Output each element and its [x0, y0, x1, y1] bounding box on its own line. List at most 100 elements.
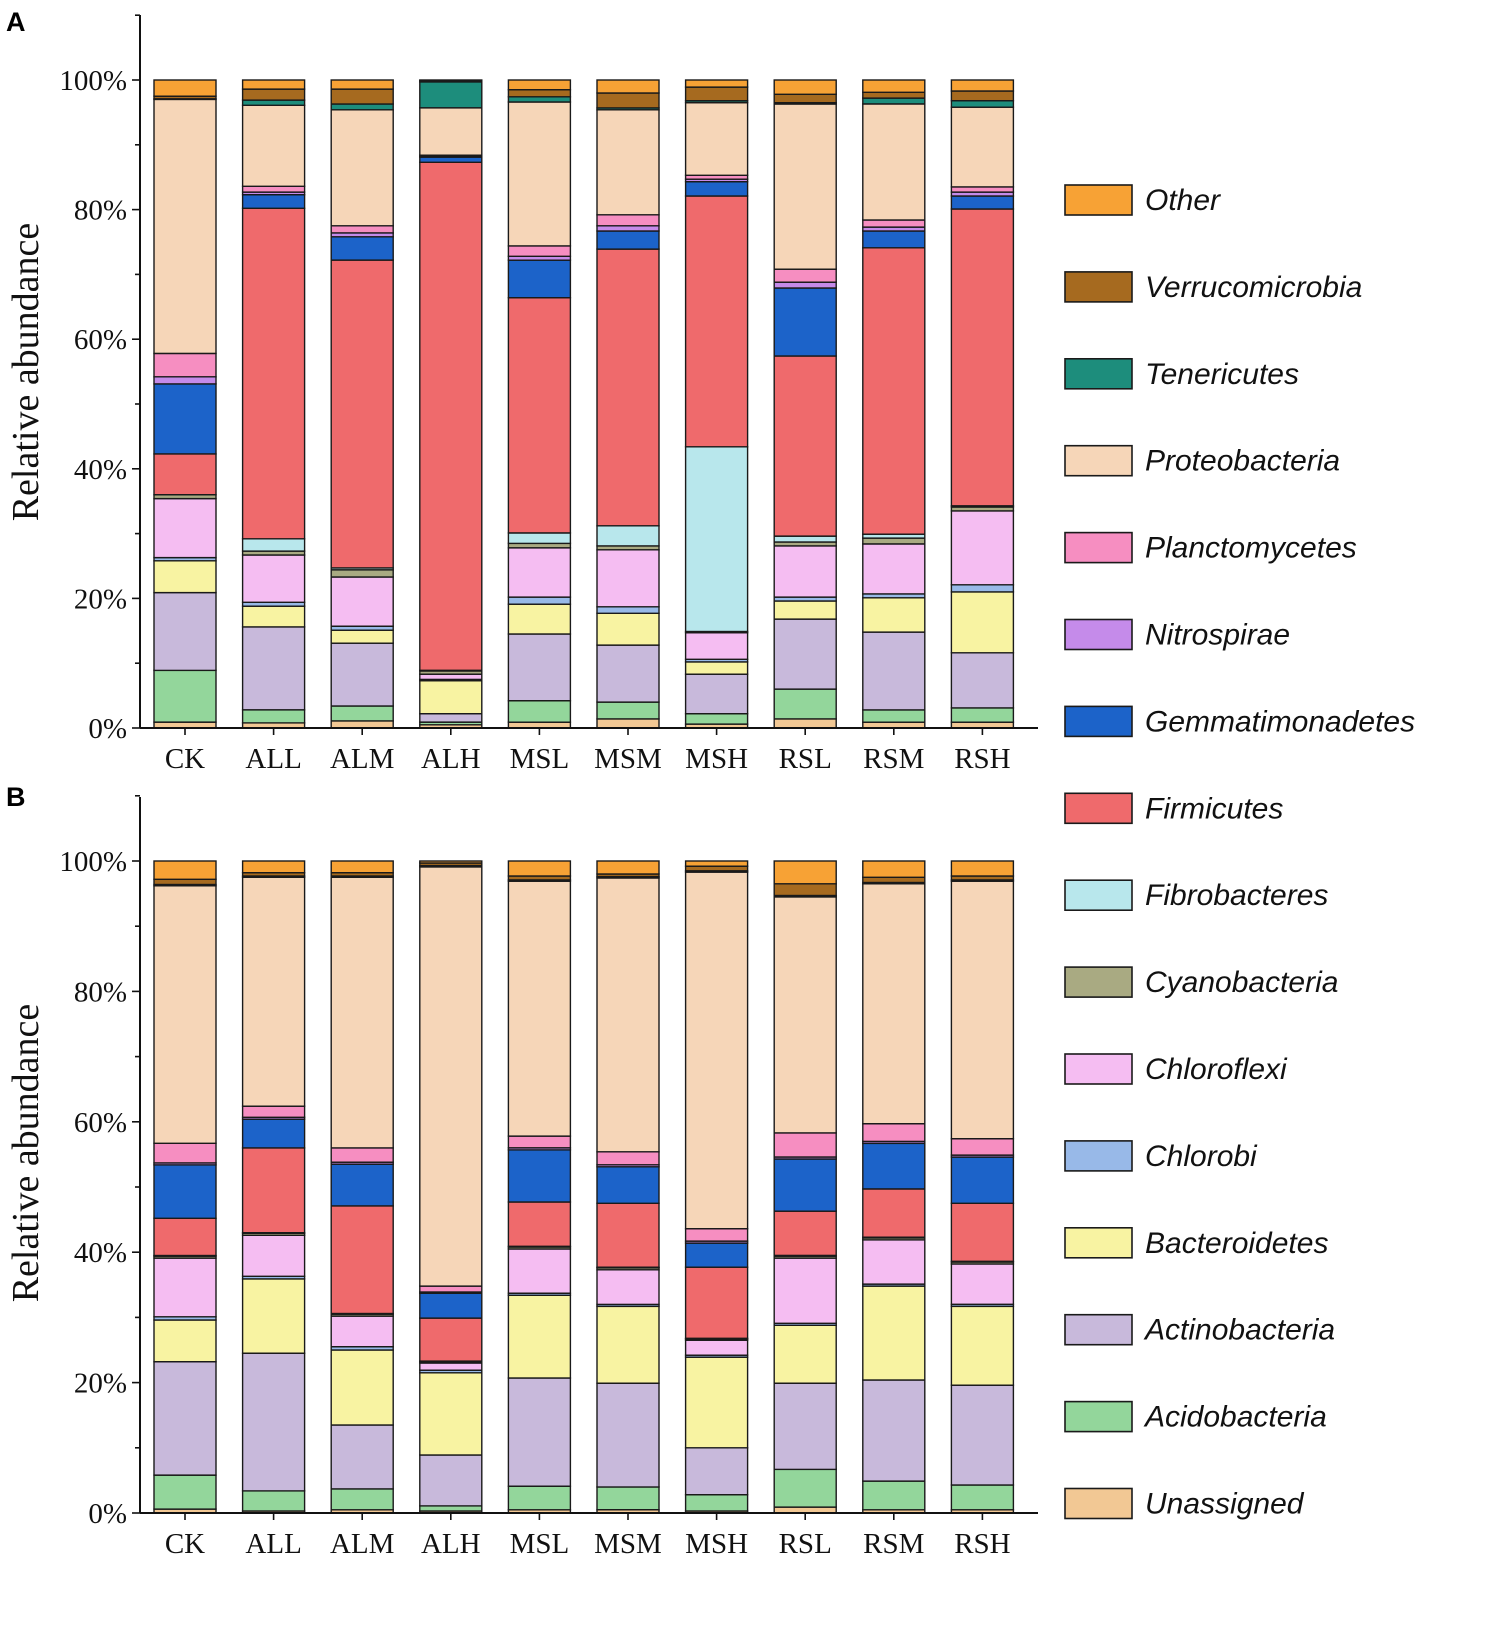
- bar-segment-ck-planctomycetes: [153, 352, 217, 378]
- bar-segment-rsl-unassigned: [773, 718, 837, 729]
- bar-alm: [330, 79, 394, 729]
- bar-segment-rsl-firmicutes: [773, 355, 837, 537]
- legend-swatch: [1064, 184, 1133, 216]
- bar-segment-msm-firmicutes: [596, 248, 660, 527]
- bar-segment-rsh-proteobacteria: [950, 106, 1015, 188]
- x-tick-label: MSM: [594, 1528, 662, 1560]
- bar-segment-msl-fibrobacteres: [507, 532, 572, 545]
- bar-segment-msh-planctomycetes: [684, 1227, 749, 1242]
- bar-segment-ck-proteobacteria: [153, 885, 217, 1144]
- bar-segment-rsm-other: [862, 79, 926, 94]
- legend-label: Proteobacteria: [1145, 445, 1340, 478]
- legend-item-planctomycetes: Planctomycetes: [1064, 532, 1357, 565]
- bar-segment-msh-proteobacteria: [684, 871, 749, 1230]
- x-tick-label: ALH: [421, 1528, 481, 1560]
- bar-segment-rsl-planctomycetes: [773, 268, 837, 283]
- bar-segment-msm-proteobacteria: [596, 109, 660, 216]
- legend-swatch: [1064, 966, 1133, 998]
- bar-segment-msl-bacteroidetes: [507, 1294, 572, 1379]
- bar-segment-rsl-proteobacteria: [773, 103, 837, 270]
- legend-label: Other: [1145, 184, 1221, 217]
- legend-item-chloroflexi: Chloroflexi: [1064, 1053, 1288, 1086]
- bar-segment-alm-actinobacteria: [330, 642, 394, 707]
- bar-segment-rsm-gemmatimonadetes: [862, 1142, 926, 1190]
- legend-item-bacteroidetes: Bacteroidetes: [1064, 1227, 1328, 1260]
- bar-msl: [507, 860, 572, 1514]
- bar-segment-alm-cyanobacteria: [330, 569, 394, 578]
- legend-label: Fibrobacteres: [1145, 879, 1328, 912]
- x-tick-label: RSL: [779, 1528, 832, 1560]
- bar-segment-rsl-verrucomicrobia: [773, 93, 837, 104]
- bar-segment-rsm-bacteroidetes: [862, 1285, 926, 1381]
- bar-segment-alh-other: [419, 860, 483, 864]
- legend-item-cyanobacteria: Cyanobacteria: [1064, 966, 1338, 999]
- y-tick-label: 0%: [88, 713, 127, 745]
- bar-segment-all-bacteroidetes: [241, 605, 306, 628]
- bar-segment-msl-proteobacteria: [507, 880, 572, 1137]
- bar-segment-alh-chloroflexi: [419, 1362, 483, 1371]
- x-tick-label: RSH: [954, 1528, 1010, 1560]
- bar-segment-rsh-planctomycetes: [950, 186, 1015, 193]
- bar-segment-rsh-actinobacteria: [950, 652, 1015, 709]
- bar-segment-msm-chloroflexi: [596, 1269, 660, 1306]
- legend-swatch: [1064, 618, 1133, 651]
- bar-segment-rsh-planctomycetes: [950, 1138, 1015, 1156]
- bar-segment-ck-gemmatimonadetes: [153, 383, 217, 455]
- legend-label: Gemmatimonadetes: [1145, 705, 1415, 738]
- bar-segment-msl-other: [507, 79, 572, 91]
- bar-segment-msm-bacteroidetes: [596, 1305, 660, 1384]
- y-tick-label: 40%: [74, 1237, 127, 1269]
- bar-segment-ck-verrucomicrobia: [153, 878, 217, 886]
- bar-segment-msm-proteobacteria: [596, 877, 660, 1153]
- bar-segment-rsl-other: [773, 79, 837, 96]
- legend-swatch: [1064, 357, 1133, 390]
- y-tick-label: 20%: [74, 583, 127, 615]
- bar-segment-rsm-acidobacteria: [862, 709, 926, 723]
- bar-segment-alm-planctomycetes: [330, 225, 394, 234]
- y-ticks: 0% 20% 40% 60% 80% 100%: [59, 14, 140, 745]
- bar-segment-msl-acidobacteria: [507, 1485, 572, 1511]
- bar-segment-all-bacteroidetes: [241, 1278, 306, 1354]
- bar-rsh: [950, 79, 1015, 729]
- bar-segment-alm-tenericutes: [330, 103, 394, 111]
- legend-item-chlorobi: Chlorobi: [1064, 1140, 1258, 1173]
- bar-segment-msh-actinobacteria: [684, 1447, 749, 1496]
- bar-segment-msl-verrucomicrobia: [507, 88, 572, 98]
- x-tick-label: RSM: [863, 743, 924, 775]
- bar-segment-rsm-proteobacteria: [862, 103, 926, 221]
- legend-label: Planctomycetes: [1145, 532, 1357, 565]
- bar-segment-msm-chlorobi: [596, 606, 660, 614]
- bar-segment-alm-proteobacteria: [330, 876, 394, 1149]
- bar-segment-msl-chlorobi: [507, 596, 572, 605]
- y-axis-label: Relative abundance: [5, 1004, 47, 1303]
- legend-label: Acidobacteria: [1143, 1401, 1327, 1434]
- bar-segment-ck-bacteroidetes: [153, 1319, 217, 1363]
- bar-segment-rsh-other: [950, 79, 1015, 92]
- bar-segment-all-other: [241, 79, 306, 90]
- bar-segment-all-proteobacteria: [241, 876, 306, 1107]
- bar-msm: [596, 79, 660, 729]
- bar-segment-ck-bacteroidetes: [153, 560, 217, 594]
- bar-segment-rsh-verrucomicrobia: [950, 90, 1015, 102]
- bar-rsm: [862, 860, 926, 1514]
- legend-item-proteobacteria: Proteobacteria: [1064, 445, 1340, 478]
- bar-all: [241, 79, 306, 729]
- legend-swatch: [1064, 1140, 1133, 1172]
- bar-segment-msl-chloroflexi: [507, 547, 572, 598]
- bar-segment-rsl-chloroflexi: [773, 545, 837, 598]
- bar-segment-alm-unassigned: [330, 720, 394, 729]
- bar-segment-ck-firmicutes: [153, 453, 217, 496]
- bar-segment-rsm-chloroflexi: [862, 1239, 926, 1285]
- x-tick-label: RSH: [954, 743, 1010, 775]
- bar-ck: [153, 79, 217, 729]
- bar-segment-all-chloroflexi: [241, 554, 306, 603]
- bar-segment-alh-actinobacteria: [419, 1454, 483, 1507]
- legend-item-gemmatimonadetes: Gemmatimonadetes: [1064, 705, 1415, 738]
- bar-segment-msh-other: [684, 79, 749, 88]
- bar-segment-rsl-actinobacteria: [773, 1382, 837, 1471]
- bar-segment-msm-bacteroidetes: [596, 612, 660, 646]
- bar-segment-alm-acidobacteria: [330, 705, 394, 722]
- bar-segment-alh-proteobacteria: [419, 866, 483, 1287]
- bar-segment-msm-chloroflexi: [596, 549, 660, 608]
